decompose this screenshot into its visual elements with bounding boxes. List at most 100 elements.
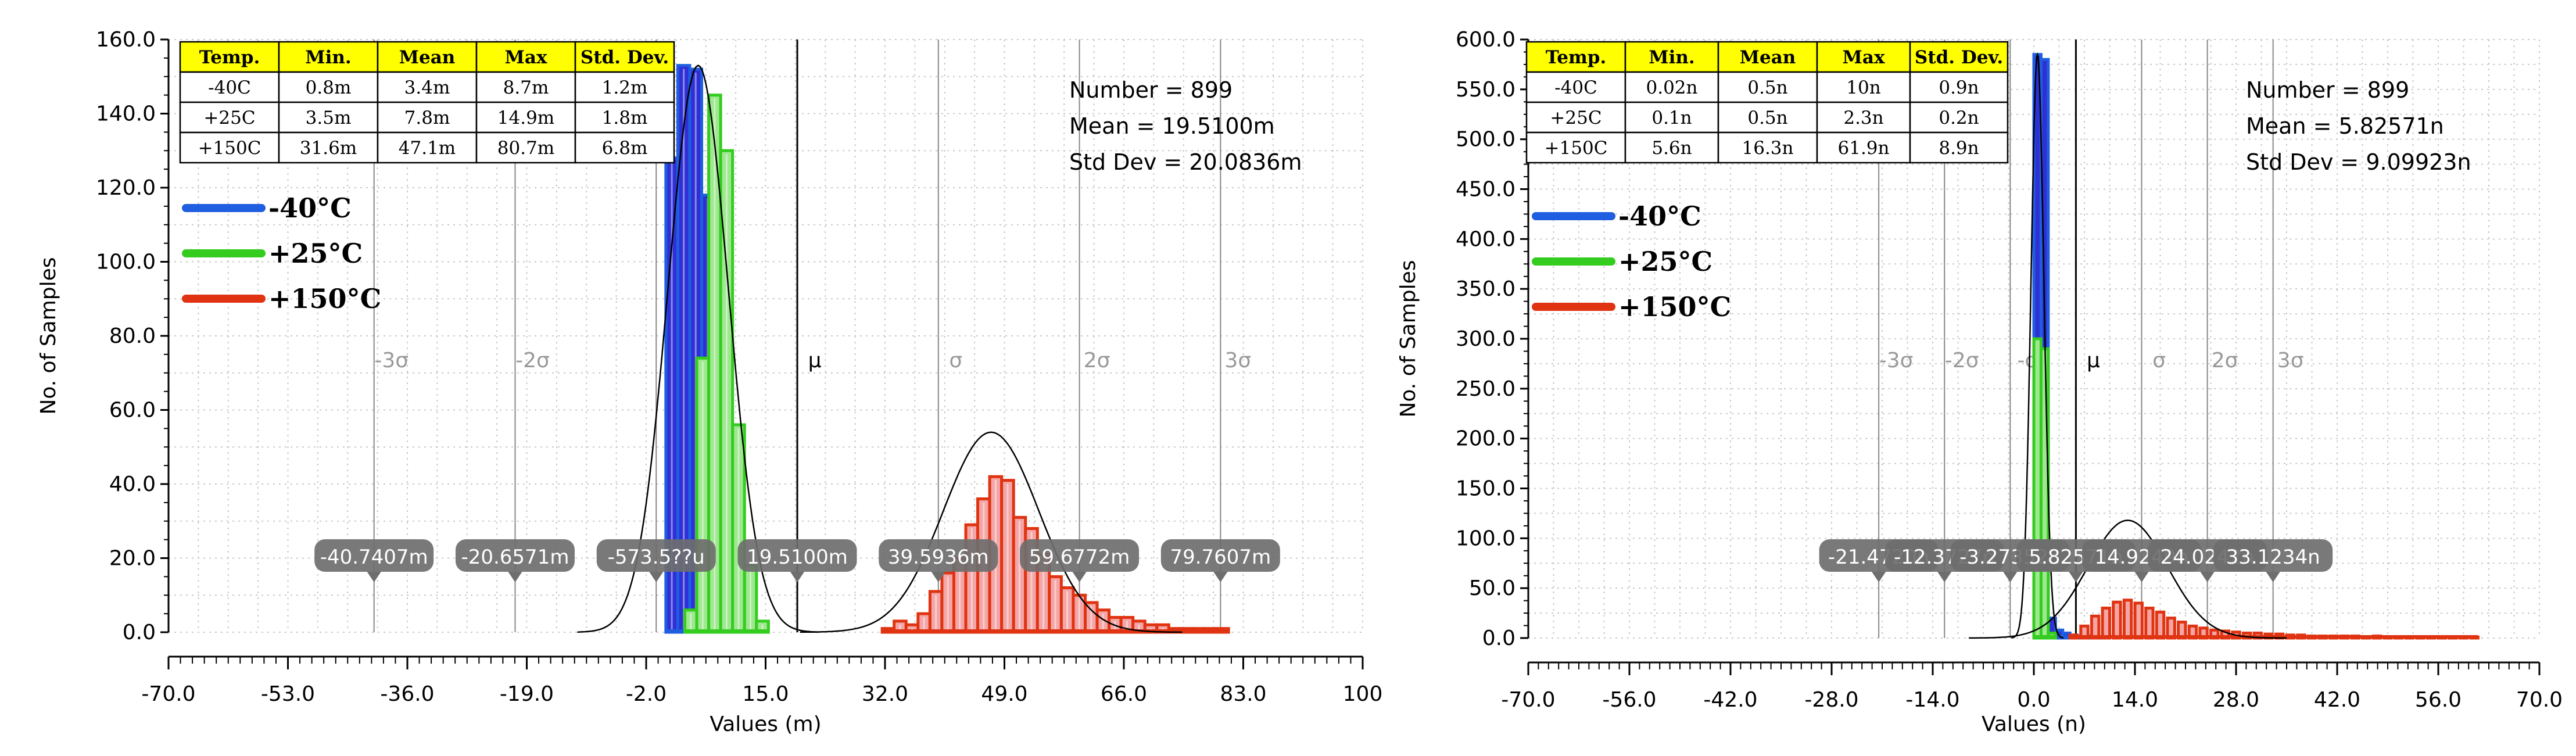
- table-header-text: Std. Dev.: [1915, 47, 2003, 68]
- pill-bg: [737, 539, 857, 572]
- table-cell: [278, 131, 379, 164]
- series-2: [2068, 599, 2480, 640]
- table-cell: [1909, 71, 2009, 103]
- x-axis-label: Values (n): [1982, 712, 2086, 736]
- pill-pointer: [2134, 572, 2149, 582]
- table-cell-text: 47.1m: [399, 138, 456, 159]
- pill-pointer: [2266, 572, 2280, 582]
- pill-bg: [879, 539, 998, 572]
- table-header-cell: [475, 41, 576, 73]
- legend-label: -40°C: [1618, 200, 1701, 232]
- table-cell: [377, 71, 478, 103]
- x-tick-label: 70.0: [2516, 688, 2563, 712]
- pill-pointer: [1213, 572, 1228, 582]
- sigma-symbol: μ: [808, 349, 822, 372]
- table-header-text: Std. Dev.: [581, 47, 669, 68]
- table-cell-text: 2.3n: [1843, 108, 1883, 128]
- table-cell: [574, 131, 675, 164]
- x-tick-label: 15.0: [742, 682, 789, 706]
- table-cell: [1624, 71, 1719, 103]
- table-cell-text: 0.8m: [306, 77, 352, 98]
- y-tick-label: 100.0: [1456, 526, 1515, 550]
- table-cell: [377, 131, 478, 164]
- sigma-value-label: 33.1234n: [2226, 546, 2320, 569]
- summary-line: Mean = 19.5100m: [1069, 113, 1275, 139]
- y-tick-label: 300.0: [1456, 327, 1515, 351]
- sigma-symbol: σ: [949, 349, 962, 372]
- table-cell: [1816, 131, 1911, 164]
- pill-pointer: [1872, 572, 1886, 582]
- table-cell: [574, 71, 675, 103]
- table-cell-text: 0.5n: [1747, 108, 1787, 128]
- y-tick-label: 500.0: [1456, 128, 1515, 152]
- table-cell: [475, 71, 576, 103]
- y-tick-label: 0.0: [123, 621, 156, 644]
- normal-fit-curve: [1969, 519, 2287, 639]
- sigma-value-pill: 39.5936m: [879, 539, 998, 582]
- series-1: [683, 94, 770, 634]
- y-tick-label: 40.0: [109, 472, 156, 496]
- table-cell-text: 8.7m: [503, 77, 549, 98]
- x-tick-label: 42.0: [2314, 688, 2360, 712]
- x-tick-label: -56.0: [1602, 688, 1656, 712]
- table-header-cell: [1909, 41, 2009, 73]
- sigma-symbol: 2σ: [1084, 349, 1110, 372]
- y-tick-label: 140.0: [96, 102, 156, 126]
- table-cell-text: 0.9n: [1939, 77, 1979, 98]
- table-header-text: Temp.: [1546, 47, 1607, 68]
- table-cell-text: 6.8m: [602, 138, 648, 159]
- table-cell: [1909, 131, 2009, 164]
- table-cell-text: 5.6n: [1651, 138, 1692, 159]
- summary-line: Std Dev = 9.09923n: [2246, 149, 2471, 175]
- table-cell: [1525, 131, 1626, 164]
- sigma-value-labels: -21.4720n-12.3727n-3.27352n5.82571n14.92…: [1819, 539, 2333, 582]
- x-tick-label: 28.0: [2213, 688, 2259, 712]
- pill-pointer: [649, 572, 664, 582]
- table-cell-text: +25C: [203, 108, 255, 128]
- sigma-symbol: 2σ: [2212, 349, 2238, 372]
- normal-fit-curve: [577, 65, 819, 633]
- table-header-cell: [574, 41, 675, 73]
- summary-line: Mean = 5.82571n: [2246, 113, 2444, 139]
- sigma-value-pill: 79.7607m: [1160, 539, 1280, 582]
- table-cell-text: -40C: [208, 77, 251, 98]
- summary-text: Number = 899 Mean = 5.82571n Std Dev = 9.0…: [2246, 77, 2471, 175]
- table-header-cell: [1624, 41, 1719, 73]
- legend: -40°C +25°C +150°C: [182, 192, 381, 314]
- table-cell: [179, 71, 280, 103]
- normal-fit-curves: [1969, 52, 2287, 639]
- sigma-value-label: 39.5936m: [888, 546, 989, 569]
- x-tick-label: -2.0: [626, 682, 667, 706]
- table-cell-text: 0.2n: [1939, 108, 1979, 128]
- table-header-cell: [1525, 41, 1626, 73]
- stats-table: Temp. Min. Mean Max Std. Dev. -40C 0.02n 0.5n 10…: [1525, 41, 2009, 164]
- sigma-symbol: -3σ: [374, 349, 409, 372]
- legend-label: +25°C: [268, 238, 363, 269]
- x-tick-label: 14.0: [2112, 688, 2158, 712]
- summary-line: Std Dev = 20.0836m: [1069, 149, 1302, 175]
- pill-pointer: [1072, 572, 1087, 582]
- histogram-bar: [2155, 610, 2166, 640]
- legend-label: +150°C: [268, 283, 381, 314]
- pill-pointer: [2003, 572, 2018, 582]
- pill-pointer: [2069, 572, 2083, 582]
- normal-fit-curve: [800, 431, 1183, 633]
- axes: 0.0 50.0 100.0 150.0 200.0 250.0 300.0 350.0 400…: [1456, 28, 2563, 712]
- sigma-symbol: -2σ: [1945, 349, 1979, 372]
- x-tick-label: 66.0: [1101, 682, 1147, 706]
- normal-fit-curves: [577, 65, 1183, 633]
- legend-label: -40°C: [268, 192, 352, 224]
- pill-bg: [596, 539, 716, 572]
- histogram-bar: [2090, 614, 2101, 640]
- y-tick-label: 200.0: [1456, 427, 1515, 451]
- sigma-value-label: 19.5100m: [747, 546, 848, 569]
- sigma-value-pill: 33.1234n: [2213, 539, 2333, 582]
- y-axis-label: No. of Samples: [1396, 260, 1420, 417]
- sigma-symbol: σ: [2152, 349, 2166, 372]
- pill-pointer: [790, 572, 805, 582]
- x-tick-label: -53.0: [261, 682, 315, 706]
- sigma-value-pill: -573.5??u: [596, 539, 716, 582]
- pill-pointer: [1937, 572, 1952, 582]
- table-cell-text: 3.4m: [404, 77, 450, 98]
